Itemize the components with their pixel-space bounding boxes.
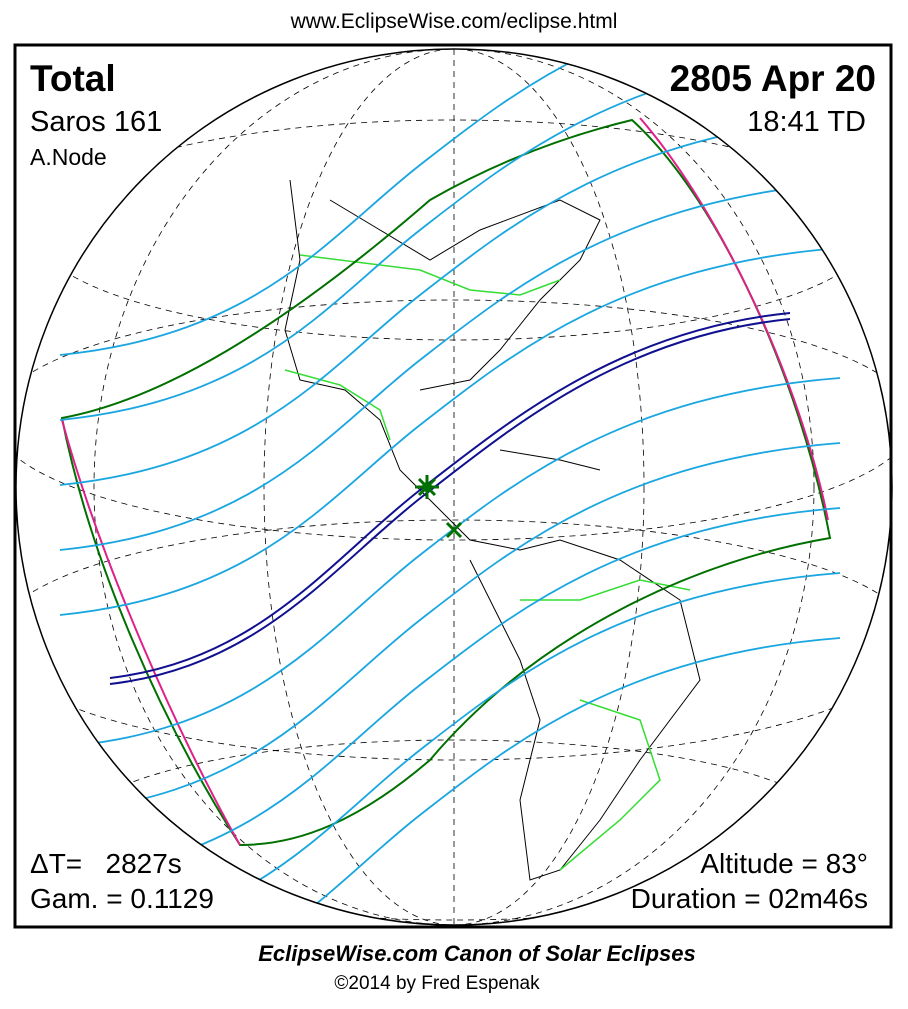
globe-outline	[15, 48, 893, 926]
set-limit	[639, 117, 829, 521]
penumbral-contour	[79, 637, 841, 925]
umbra-north	[109, 312, 791, 679]
rise-limit	[61, 419, 241, 846]
delta-t: ΔT= 2827s	[30, 848, 182, 879]
coastlines	[284, 179, 701, 881]
penumbral-contour	[59, 49, 841, 356]
frame	[13, 43, 893, 929]
url: www.EclipseWise.com/eclipse.html	[290, 10, 618, 33]
penumbra-limits	[60, 118, 832, 847]
footer-title: EclipseWise.com Canon of Solar Eclipses	[258, 941, 696, 966]
graticule	[16, 49, 892, 925]
footer-credit: ©2014 by Fred Espenak	[334, 973, 540, 994]
penumbral-contour	[59, 182, 841, 551]
altitude: Altitude = 83°	[700, 848, 868, 879]
penumbral-contour	[59, 117, 841, 486]
penumbral-contour	[59, 247, 841, 616]
subsolar-point	[445, 521, 463, 539]
greatest-eclipse-dot	[422, 482, 432, 492]
node: A.Node	[30, 144, 107, 170]
umbra-south	[109, 318, 791, 685]
date: 2805 Apr 20	[670, 58, 876, 99]
penumbral-contour	[79, 507, 841, 876]
gamma: Gam. = 0.1129	[30, 883, 214, 914]
eclipse-type: Total	[30, 58, 116, 99]
borders	[284, 254, 691, 871]
time: 18:41 TD	[747, 106, 866, 138]
saros: Saros 161	[30, 106, 162, 138]
duration: Duration = 02m46s	[631, 883, 868, 914]
penumbral-contour	[79, 377, 841, 746]
penumbral-contour	[79, 442, 841, 811]
